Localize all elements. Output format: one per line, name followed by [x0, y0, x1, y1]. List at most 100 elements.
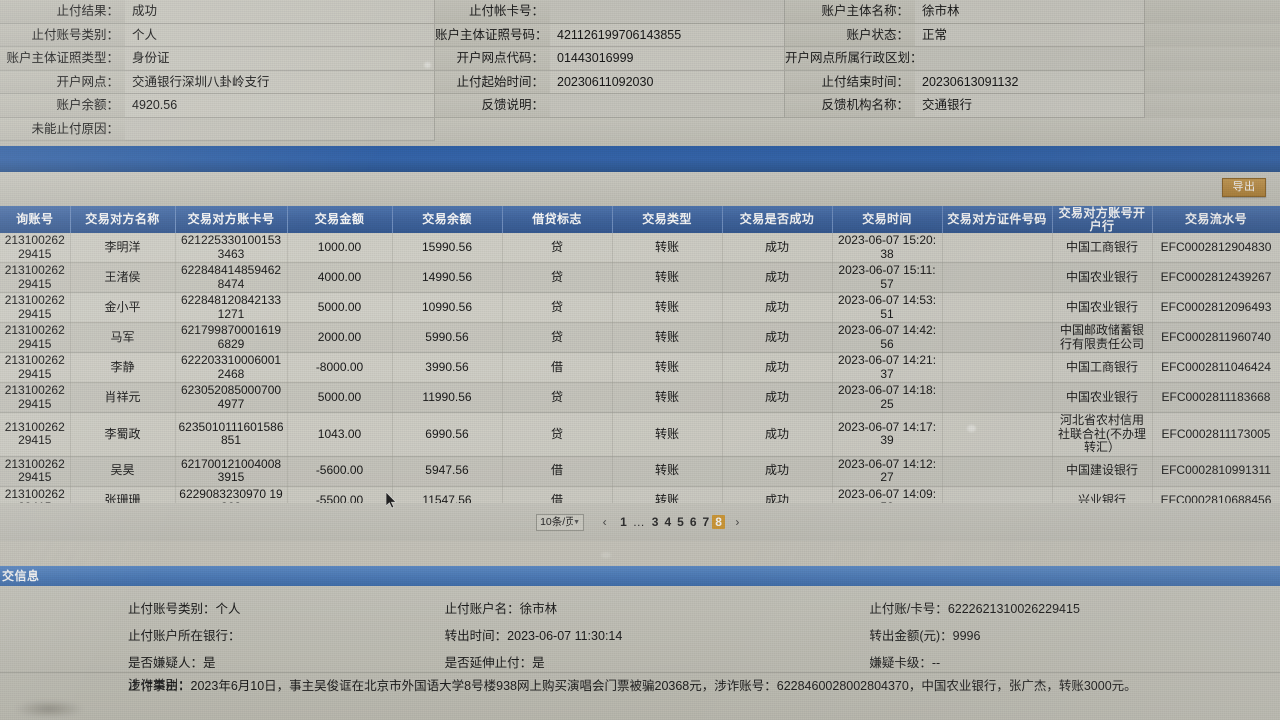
- col-counterparty-cert[interactable]: 交易对方证件号码: [942, 206, 1053, 233]
- col-counterparty-name[interactable]: 交易对方名称: [70, 206, 176, 233]
- col-transaction-type[interactable]: 交易类型: [612, 206, 723, 233]
- form-value[interactable]: 个人: [125, 23, 435, 47]
- table-row[interactable]: 213100262 29415 马军 6217998700016196829 2000…: [0, 322, 1280, 353]
- table-row[interactable]: 213100262 29415张珊珊6229083230970 19368-55…: [0, 486, 1280, 503]
- table-row[interactable]: 213100262 29415 李明洋 6212253301001533463 100…: [0, 233, 1280, 263]
- form-label: 未能止付原因：: [0, 117, 125, 141]
- form-label: 账户主体证照类型：: [0, 47, 125, 71]
- col-amount[interactable]: 交易金额: [287, 206, 393, 233]
- cell-success: 成功: [722, 233, 833, 263]
- form-label: 反馈机构名称：: [785, 94, 915, 118]
- cell-balance: 6990.56: [392, 412, 503, 457]
- page-number-7[interactable]: 7: [702, 515, 710, 529]
- form-value[interactable]: 421126199706143855: [550, 23, 785, 47]
- form-value[interactable]: [915, 47, 1145, 71]
- page-number-8[interactable]: 8: [712, 515, 725, 529]
- cell-account: 213100262 29415: [0, 382, 71, 413]
- page-number-3[interactable]: 3: [651, 515, 659, 529]
- col-account[interactable]: 询账号: [0, 206, 71, 233]
- detail-field: 止付账号类别：个人: [0, 596, 427, 623]
- dust-speck: [424, 62, 431, 68]
- cell-type: 转账: [612, 486, 723, 503]
- page-number-6[interactable]: 6: [689, 515, 697, 529]
- form-value[interactable]: 20230611092030: [550, 70, 785, 94]
- col-balance[interactable]: 交易余额: [392, 206, 503, 233]
- table-row[interactable]: 213100262 29415 李蜀政 6235010111601586851 104…: [0, 412, 1280, 457]
- detail-label: 止付账号类别：: [128, 602, 216, 616]
- cell-success: 成功: [722, 382, 833, 413]
- detail-divider: [0, 672, 1280, 673]
- cell-account: 213100262 29415: [0, 412, 71, 457]
- page-number-list: 1 … 3 4 5 6 7 8: [617, 513, 725, 531]
- form-value[interactable]: 01443016999: [550, 47, 785, 71]
- cell-time: 2023-06-07 14:12:27: [832, 456, 943, 487]
- form-value[interactable]: [550, 0, 785, 24]
- reason-label: 止付事由：: [128, 679, 191, 693]
- table-row[interactable]: 213100262 29415 肖祥元 6230520850007004977 500…: [0, 382, 1280, 413]
- cell-name: 李明洋: [70, 233, 176, 263]
- cell-flag: 贷: [502, 412, 613, 457]
- cell-type: 转账: [612, 262, 723, 293]
- col-time[interactable]: 交易时间: [832, 206, 943, 233]
- cell-amount: 5000.00: [287, 382, 393, 413]
- form-value[interactable]: 交通银行深圳八卦岭支行: [125, 70, 435, 94]
- col-debit-credit[interactable]: 借贷标志: [502, 206, 613, 233]
- detail-field: 止付账户名：徐市林: [427, 596, 854, 623]
- form-value[interactable]: [550, 94, 785, 118]
- form-value[interactable]: 身份证: [125, 47, 435, 71]
- prev-page-button[interactable]: ‹: [602, 515, 607, 529]
- form-value[interactable]: 20230613091132: [915, 70, 1145, 94]
- table-row[interactable]: 213100262 29415 李静 6222033100060012468 -800…: [0, 352, 1280, 383]
- cell-amount: -5500.00: [287, 486, 393, 503]
- page-number-4[interactable]: 4: [664, 515, 672, 529]
- cell-type: 转账: [612, 233, 723, 263]
- cell-bank: 中国邮政储蓄银行有限责任公司: [1052, 322, 1153, 353]
- cell-bank: 中国农业银行: [1052, 382, 1153, 413]
- form-value[interactable]: 4920.56: [125, 94, 435, 118]
- form-value[interactable]: 徐市林: [915, 0, 1145, 24]
- table-row[interactable]: 213100262 29415 王渚侯 6228484148594628474 400…: [0, 262, 1280, 293]
- page-size-select[interactable]: 10条/页 ▼: [536, 513, 585, 531]
- col-counterparty-card[interactable]: 交易对方账卡号: [175, 206, 288, 233]
- form-value[interactable]: [125, 117, 435, 141]
- form-label: 止付帐卡号：: [435, 0, 550, 24]
- detail-value: 是: [203, 656, 216, 670]
- cell-balance: 3990.56: [392, 352, 503, 383]
- cell-serial: EFC0002811960740: [1152, 322, 1280, 353]
- cell-type: 转账: [612, 322, 723, 353]
- cell-success: 成功: [722, 262, 833, 293]
- cell-card: 6228481208421331271: [175, 292, 288, 323]
- form-value[interactable]: 正常: [915, 23, 1145, 47]
- form-value[interactable]: 交通银行: [915, 94, 1145, 118]
- table-body: 213100262 29415 李明洋 6212253301001533463 100…: [0, 233, 1280, 503]
- stop-payment-reason: 止付事由：2023年6月10日，事主吴俊诓在北京市外国语大学8号楼938网上购买…: [0, 677, 1280, 695]
- form-filler: [550, 117, 785, 141]
- page-number-1[interactable]: 1: [620, 515, 627, 529]
- cell-cert: [942, 412, 1053, 457]
- cell-amount: 1000.00: [287, 233, 393, 263]
- cell-flag: 贷: [502, 322, 613, 353]
- cell-amount: -8000.00: [287, 352, 393, 383]
- next-page-button[interactable]: ›: [735, 515, 740, 529]
- export-button[interactable]: 导出: [1222, 178, 1266, 197]
- col-serial[interactable]: 交易流水号: [1152, 206, 1280, 233]
- cell-balance: 5947.56: [392, 456, 503, 487]
- cell-time: 2023-06-07 15:11:57: [832, 262, 943, 293]
- pagination[interactable]: 10条/页 ▼ ‹ 1 … 3 4 5 6 7 8 ›: [0, 503, 1280, 541]
- form-filler: [915, 117, 1145, 141]
- cell-amount: 4000.00: [287, 262, 393, 293]
- cell-bank: 河北省农村信用社联合社(不办理转汇）: [1052, 412, 1153, 457]
- form-filler: [1145, 70, 1280, 94]
- form-value[interactable]: 成功: [125, 0, 435, 24]
- col-counterparty-bank[interactable]: 交易对方账号开户行: [1052, 206, 1153, 233]
- col-success[interactable]: 交易是否成功: [722, 206, 833, 233]
- table-row[interactable]: 213100262 29415 吴昊 6217001210040083915 -560…: [0, 456, 1280, 487]
- page-number-5[interactable]: 5: [677, 515, 684, 529]
- cell-balance: 14990.56: [392, 262, 503, 293]
- cell-bank: 中国工商银行: [1052, 352, 1153, 383]
- cell-account: 213100262 29415: [0, 352, 71, 383]
- cell-type: 转账: [612, 382, 723, 413]
- transaction-table-container[interactable]: 询账号 交易对方名称 交易对方账卡号 交易金额 交易余额 借贷标志 交易类型 交…: [0, 206, 1280, 503]
- table-row[interactable]: 213100262 29415 金小平 6228481208421331271 500…: [0, 292, 1280, 323]
- detail-value: 6222621310026229415: [947, 602, 1080, 616]
